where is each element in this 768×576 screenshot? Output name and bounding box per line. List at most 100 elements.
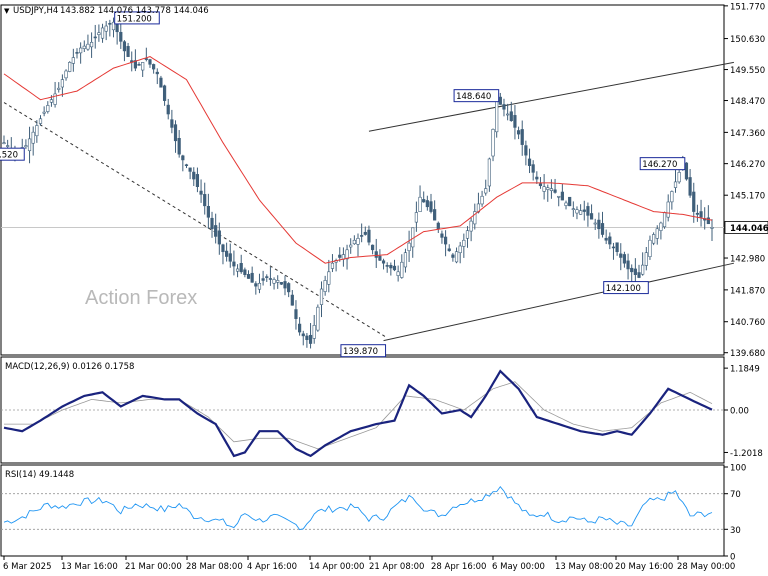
price-bar-body: [330, 262, 335, 269]
channel-line: [368, 61, 734, 132]
price-bar-body: [24, 145, 28, 148]
price-bar-body: [396, 271, 400, 276]
price-bar-body: [593, 222, 597, 225]
price-bar-body: [600, 223, 605, 235]
price-bar-body: [630, 267, 634, 273]
time-tick-label: 13 Mar 16:00: [61, 562, 118, 572]
price-bar-body: [465, 230, 470, 239]
price-bar-body: [615, 242, 619, 253]
price-bar-body: [367, 229, 371, 243]
price-bar-body: [323, 280, 327, 292]
price-bar-body: [225, 250, 229, 257]
price-bar-body: [268, 278, 273, 280]
price-bar-body: [381, 260, 386, 264]
price-bar-body: [666, 201, 670, 218]
price-bar-body: [414, 212, 418, 223]
price-bar-body: [126, 46, 130, 57]
price-bar-body: [469, 220, 473, 232]
price-bar-body: [287, 283, 291, 293]
time-tick-label: 6 May 00:00: [492, 562, 545, 572]
price-bar-body: [294, 309, 298, 319]
price-annotation-label: 139.870: [343, 347, 378, 357]
rsi-tick-label: 30: [730, 526, 741, 536]
price-bar-body: [93, 36, 97, 39]
price-tick-label: 142.980: [730, 255, 765, 265]
rsi-tick-label: 0: [730, 553, 735, 563]
price-bar-body: [586, 206, 590, 216]
price-bar-body: [611, 246, 616, 249]
price-bar-body: [184, 164, 189, 167]
price-bar-body: [181, 155, 185, 161]
price-bar-body: [345, 249, 349, 260]
price-tick-label: 146.270: [730, 160, 765, 170]
price-bar-body: [385, 265, 389, 267]
price-bar-body: [319, 288, 324, 305]
price-bar-body: [246, 274, 251, 279]
time-tick-label: 6 Mar 2025: [3, 562, 51, 572]
price-bar-body: [622, 254, 627, 264]
price-bar-body: [652, 234, 656, 244]
price-annotation-box: [603, 281, 649, 295]
moving-average-line: [3, 56, 713, 264]
price-bar-body: [119, 31, 123, 42]
price-bar-body: [177, 138, 181, 155]
price-bar-body: [575, 209, 579, 214]
price-bar-body: [221, 244, 225, 253]
price-bar-body: [538, 183, 543, 187]
price-bar-body: [436, 222, 440, 230]
price-tick-label: 145.170: [730, 192, 765, 202]
price-bar-body: [352, 239, 356, 245]
downtrend-line: [3, 102, 388, 339]
price-bar-body: [568, 196, 572, 207]
price-annotation-box: [453, 89, 500, 103]
price-bar-body: [250, 272, 254, 283]
price-bar-body: [579, 210, 583, 215]
price-bar-body: [42, 111, 46, 114]
price-tick-label: 139.680: [730, 349, 765, 359]
price-annotation-label: 142.100: [606, 284, 641, 294]
rsi-tick-label: 70: [730, 490, 741, 500]
price-bar-body: [148, 59, 152, 65]
price-bar-body: [108, 23, 112, 25]
price-annotation-label: .520: [0, 151, 18, 161]
price-bar-body: [46, 105, 50, 112]
time-tick-label: 20 May 16:00: [615, 562, 673, 572]
price-bar-body: [473, 211, 477, 225]
time-tick-label: 28 May 00:00: [677, 562, 735, 572]
price-bar-body: [677, 172, 681, 183]
price-bar-body: [64, 70, 68, 79]
price-tick-label: 144.046: [730, 224, 768, 234]
price-bar-body: [608, 236, 612, 245]
price-bar-body: [403, 252, 408, 268]
price-bar-body: [6, 145, 10, 147]
price-bar-body: [589, 213, 594, 220]
price-bar-body: [232, 261, 236, 267]
price-bar-body: [2, 142, 6, 145]
price-bar-body: [122, 41, 127, 52]
time-tick-label: 14 Apr 00:00: [309, 562, 364, 572]
triangle-icon: ▼: [4, 7, 10, 15]
price-bar-body: [692, 191, 696, 212]
price-bar-body: [641, 264, 645, 275]
price-bar-body: [673, 181, 678, 188]
price-tick-label: 151.770: [730, 2, 765, 12]
price-bar-body: [199, 190, 203, 195]
price-bar-body: [276, 280, 280, 283]
price-bar-body: [531, 164, 535, 173]
price-bar-body: [491, 129, 495, 157]
price-bar-body: [298, 323, 302, 333]
price-bar-body: [506, 113, 510, 116]
time-tick-label: 21 Mar 00:00: [125, 562, 182, 572]
price-bar-body: [141, 62, 145, 71]
price-bar-body: [633, 268, 637, 275]
price-bar-body: [400, 261, 404, 278]
price-bar-body: [210, 217, 214, 230]
price-bar-body: [695, 212, 700, 215]
macd-layer: [1, 369, 724, 458]
price-bar-body: [214, 225, 218, 237]
macd-tick-label: 0.00: [730, 407, 749, 417]
price-annotation-label: 151.200: [117, 14, 152, 24]
price-bar-body: [425, 200, 429, 208]
price-bar-body: [195, 174, 200, 187]
price-bar-body: [360, 235, 364, 237]
